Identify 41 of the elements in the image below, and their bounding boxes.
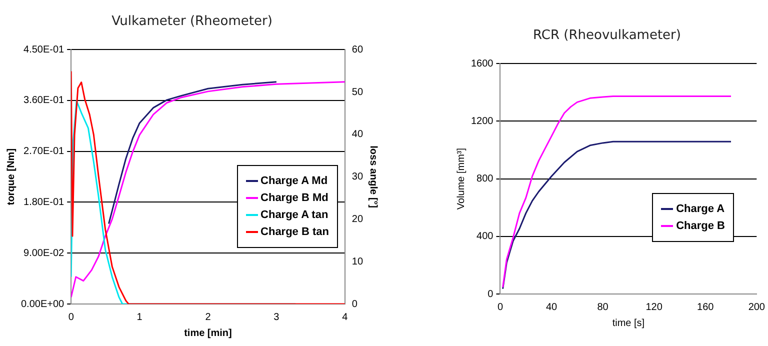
y2-axis-title: loss angle [°] bbox=[367, 146, 378, 208]
y-tick-label: 1.80E-01 bbox=[24, 196, 65, 208]
legend-label: Charge B Md bbox=[260, 192, 328, 204]
y2-tick-label: 20 bbox=[352, 214, 364, 225]
legend-label: Charge B tan bbox=[260, 226, 329, 238]
legend-label: Charge B bbox=[676, 220, 725, 232]
y-tick-label: 1600 bbox=[470, 58, 494, 70]
x-tick-label: 80 bbox=[597, 302, 609, 313]
legend-label: Charge A tan bbox=[260, 209, 328, 221]
y2-tick-label: 10 bbox=[352, 256, 364, 268]
y-tick-label: 800 bbox=[476, 174, 494, 185]
y2-tick-label: 30 bbox=[352, 172, 364, 183]
y-tick-label: 0.00E+00 bbox=[20, 298, 65, 310]
x-tick-label: 0 bbox=[497, 302, 504, 313]
x-axis-title: time [s] bbox=[612, 318, 645, 329]
y-tick-label: 4.50E-01 bbox=[24, 44, 65, 56]
x-tick-label: 120 bbox=[646, 302, 663, 313]
y-tick-label: 1200 bbox=[470, 116, 494, 127]
x-tick-label: 200 bbox=[748, 302, 766, 313]
y2-tick-label: 40 bbox=[352, 129, 364, 140]
x-axis-title: time [min] bbox=[184, 328, 232, 339]
y-tick-label: 400 bbox=[476, 231, 494, 242]
x-tick-label: 160 bbox=[697, 302, 714, 313]
y-axis-title: torque [Nm] bbox=[6, 148, 17, 206]
legend-label: Charge A bbox=[676, 203, 725, 215]
x-tick-label: 40 bbox=[546, 302, 558, 313]
x-tick-label: 4 bbox=[342, 312, 348, 323]
y-tick-label: 9.00E-02 bbox=[24, 248, 65, 259]
y2-tick-label: 60 bbox=[352, 44, 364, 56]
x-tick-label: 3 bbox=[274, 312, 280, 323]
y-axis-title: Volume [mm³] bbox=[456, 148, 467, 210]
y-tick-label: 0 bbox=[488, 288, 494, 300]
x-tick-label: 0 bbox=[68, 312, 74, 323]
y-tick-label: 2.70E-01 bbox=[24, 146, 65, 158]
legend-label: Charge A Md bbox=[260, 175, 328, 187]
chart-title: Vulkameter (Rheometer) bbox=[112, 14, 272, 30]
x-tick-label: 1 bbox=[136, 312, 143, 323]
x-tick-label: 2 bbox=[205, 312, 212, 323]
y-tick-label: 3.60E-01 bbox=[24, 95, 65, 106]
chart-title: RCR (Rheovulkameter) bbox=[533, 28, 681, 44]
y2-tick-label: 50 bbox=[352, 86, 364, 98]
